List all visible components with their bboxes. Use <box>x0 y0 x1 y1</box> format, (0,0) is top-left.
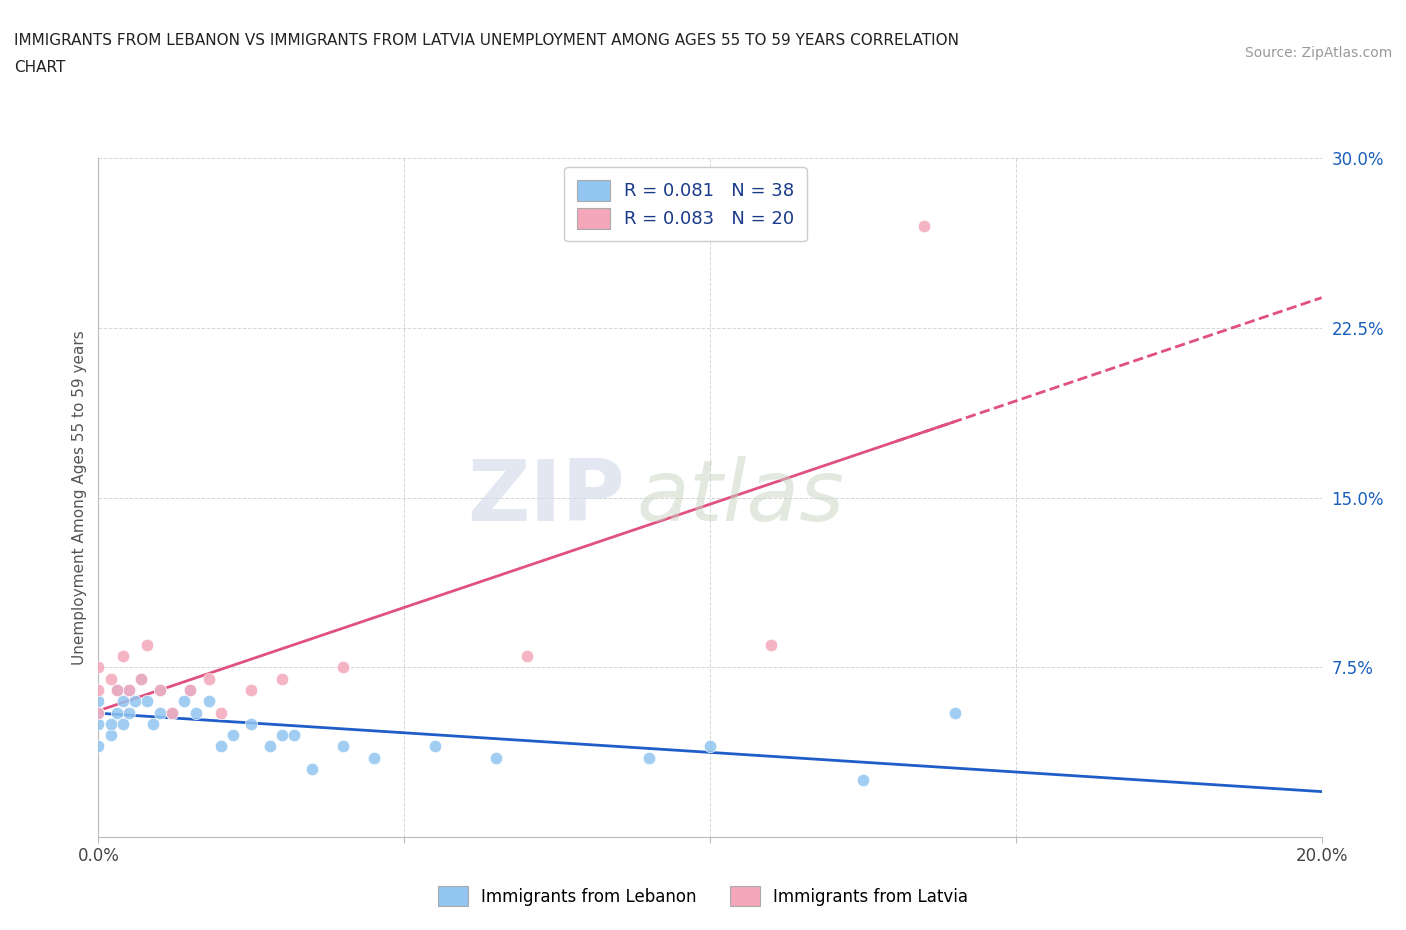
Point <box>301 762 323 777</box>
Point <box>283 727 305 742</box>
Text: ZIP: ZIP <box>467 456 624 539</box>
Point <box>943 705 966 720</box>
Point <box>111 648 134 663</box>
Text: CHART: CHART <box>14 60 66 75</box>
Point <box>111 694 134 709</box>
Text: Source: ZipAtlas.com: Source: ZipAtlas.com <box>1244 46 1392 60</box>
Point <box>105 683 128 698</box>
Point <box>111 716 134 731</box>
Point <box>197 671 219 686</box>
Point <box>173 694 195 709</box>
Point <box>100 727 122 742</box>
Text: atlas: atlas <box>637 456 845 539</box>
Point <box>485 751 508 765</box>
Point <box>142 716 165 731</box>
Point <box>160 705 183 720</box>
Point <box>363 751 385 765</box>
Point <box>259 739 281 754</box>
Point <box>149 683 172 698</box>
Point <box>136 694 159 709</box>
Point <box>87 694 110 709</box>
Point <box>87 705 110 720</box>
Point <box>87 683 110 698</box>
Point <box>129 671 152 686</box>
Point <box>332 660 354 675</box>
Point <box>852 773 875 788</box>
Point <box>699 739 721 754</box>
Point <box>637 751 661 765</box>
Point <box>240 683 263 698</box>
Point <box>118 683 141 698</box>
Point <box>105 705 128 720</box>
Legend: R = 0.081   N = 38, R = 0.083   N = 20: R = 0.081 N = 38, R = 0.083 N = 20 <box>564 167 807 242</box>
Point <box>105 683 128 698</box>
Point <box>222 727 245 742</box>
Point <box>100 716 122 731</box>
Point <box>179 683 201 698</box>
Point <box>209 705 232 720</box>
Point <box>136 637 159 652</box>
Point <box>332 739 354 754</box>
Point <box>118 705 141 720</box>
Text: IMMIGRANTS FROM LEBANON VS IMMIGRANTS FROM LATVIA UNEMPLOYMENT AMONG AGES 55 TO : IMMIGRANTS FROM LEBANON VS IMMIGRANTS FR… <box>14 33 959 47</box>
Point <box>186 705 208 720</box>
Point <box>423 739 446 754</box>
Point <box>124 694 146 709</box>
Y-axis label: Unemployment Among Ages 55 to 59 years: Unemployment Among Ages 55 to 59 years <box>72 330 87 665</box>
Point <box>160 705 183 720</box>
Point <box>209 739 232 754</box>
Point <box>129 671 152 686</box>
Point <box>118 683 141 698</box>
Point <box>197 694 219 709</box>
Legend: Immigrants from Lebanon, Immigrants from Latvia: Immigrants from Lebanon, Immigrants from… <box>432 880 974 912</box>
Point <box>759 637 782 652</box>
Point <box>100 671 122 686</box>
Point <box>87 739 110 754</box>
Point <box>87 705 110 720</box>
Point <box>87 716 110 731</box>
Point <box>912 219 935 233</box>
Point <box>516 648 538 663</box>
Point <box>270 671 292 686</box>
Point <box>240 716 263 731</box>
Point <box>87 660 110 675</box>
Point <box>149 683 172 698</box>
Point <box>179 683 201 698</box>
Point <box>149 705 172 720</box>
Point <box>270 727 292 742</box>
